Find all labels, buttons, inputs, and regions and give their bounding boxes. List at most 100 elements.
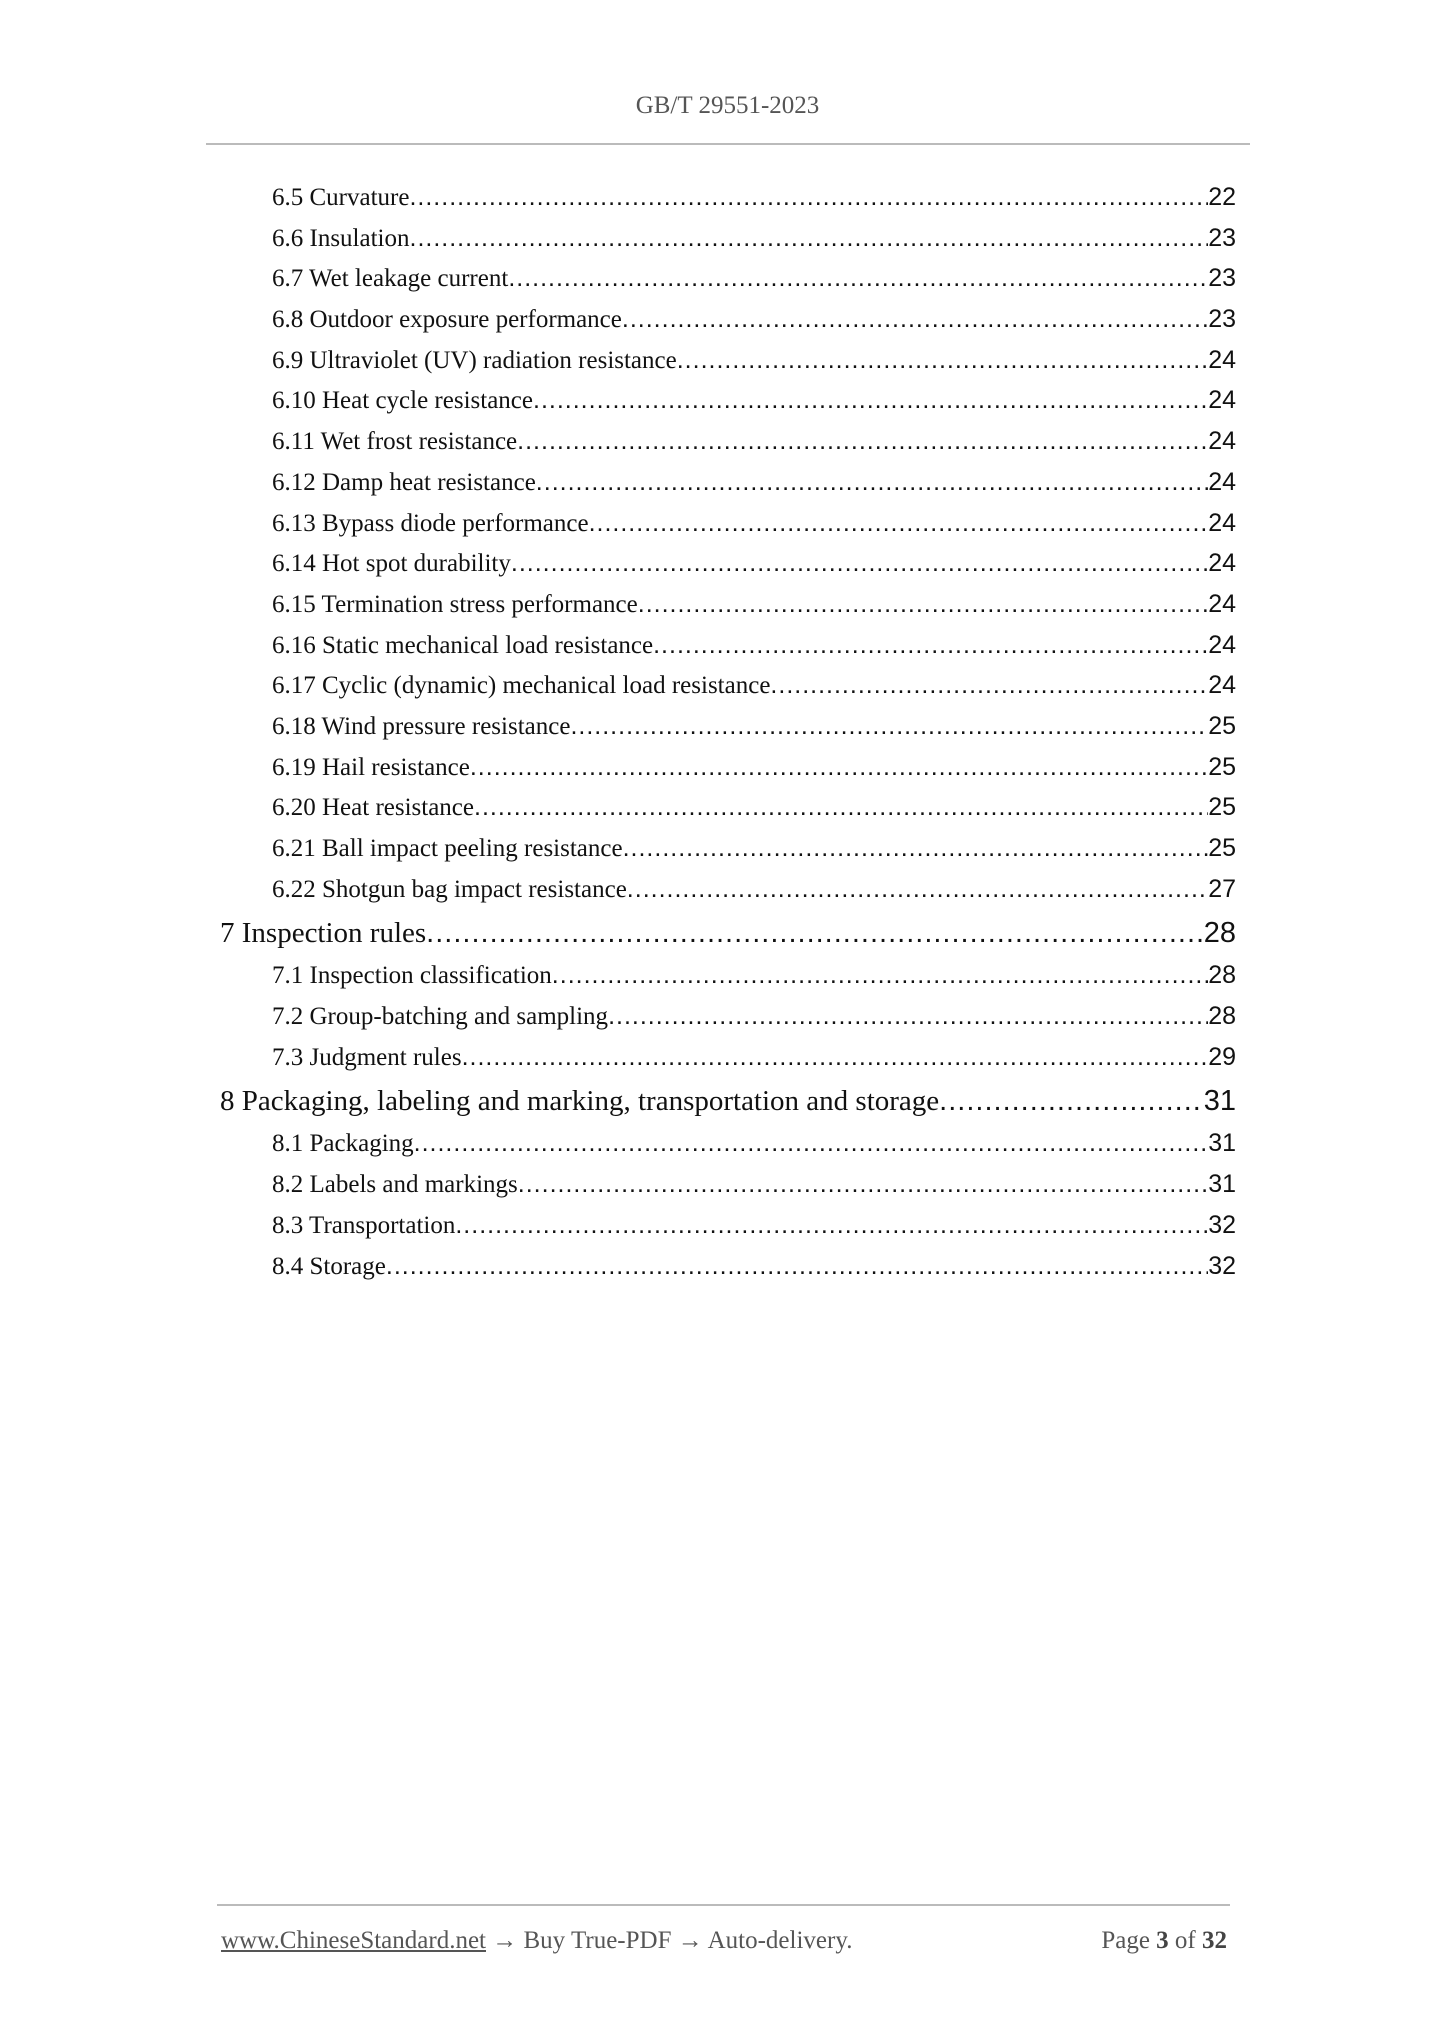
- toc-entry-page: 27: [1208, 874, 1236, 903]
- dot-leader: [462, 1037, 1209, 1078]
- dot-leader: [410, 218, 1209, 259]
- toc-entry[interactable]: 6.16 Static mechanical load resistance 2…: [220, 625, 1236, 666]
- toc-entry-title: 6.20 Heat resistance: [272, 794, 475, 822]
- toc-entry[interactable]: 6.17 Cyclic (dynamic) mechanical load re…: [220, 665, 1236, 706]
- toc-entry[interactable]: 8.3 Transportation 32: [220, 1205, 1236, 1246]
- toc-entry-page: 25: [1208, 752, 1236, 781]
- toc-entry-page: 24: [1208, 589, 1236, 618]
- toc-entry[interactable]: 6.19 Hail resistance 25: [220, 747, 1236, 788]
- toc-entry-title: 6.21 Ball impact peeling resistance: [272, 835, 623, 862]
- dot-leader: [589, 503, 1209, 544]
- footer-tagline: → Buy True-PDF → Auto-delivery.: [486, 1927, 853, 1954]
- dot-leader: [627, 869, 1208, 910]
- toc-entry[interactable]: 6.8 Outdoor exposure performance 23: [220, 299, 1236, 340]
- dot-leader: [677, 340, 1208, 381]
- toc-entry-page: 23: [1208, 223, 1236, 252]
- toc-entry-title: 7.3 Judgment rules: [272, 1043, 462, 1071]
- toc-entry[interactable]: 6.20 Heat resistance 25: [220, 787, 1236, 828]
- toc-entry-title: 6.9 Ultraviolet (UV) radiation resistanc…: [272, 346, 677, 374]
- toc-entry-page: 24: [1208, 671, 1236, 700]
- toc-entry-page: 31: [1203, 1085, 1236, 1118]
- toc-entry-title: 6.10 Heat cycle resistance: [272, 387, 533, 415]
- dot-leader: [623, 828, 1209, 869]
- toc-entry[interactable]: 7 Inspection rules 28: [220, 912, 1236, 955]
- toc-entry-page: 24: [1208, 427, 1236, 456]
- toc-entry[interactable]: 6.21 Ball impact peeling resistance 25: [220, 828, 1236, 869]
- toc-entry-page: 24: [1208, 386, 1236, 415]
- toc-entry[interactable]: 7.2 Group-batching and sampling 28: [220, 996, 1236, 1037]
- dot-leader: [426, 912, 1204, 955]
- toc-entry-title: 8.1 Packaging: [272, 1130, 414, 1158]
- toc-entry-page: 25: [1208, 834, 1236, 862]
- toc-entry-title: 6.15 Termination stress performance: [272, 590, 638, 618]
- toc-entry-title: 7.2 Group-batching and sampling: [272, 1003, 609, 1031]
- total-pages: 32: [1202, 1927, 1227, 1954]
- toc-entry[interactable]: 6.9 Ultraviolet (UV) radiation resistanc…: [220, 340, 1236, 381]
- toc-entry-title: 6.16 Static mechanical load resistance: [272, 631, 654, 659]
- dot-leader: [518, 1164, 1208, 1205]
- toc-entry-page: 24: [1208, 508, 1236, 537]
- toc-entry[interactable]: 6.15 Termination stress performance 24: [220, 584, 1236, 625]
- page-footer: www.ChineseStandard.net → Buy True-PDF →…: [221, 1927, 1227, 1955]
- dot-leader: [470, 747, 1208, 788]
- website-link[interactable]: www.ChineseStandard.net: [221, 1927, 486, 1954]
- toc-entry[interactable]: 8 Packaging, labeling and marking, trans…: [220, 1080, 1236, 1123]
- toc-entry[interactable]: 6.22 Shotgun bag impact resistance 27: [220, 869, 1236, 910]
- toc-entry-page: 22: [1208, 183, 1236, 211]
- toc-entry-page: 23: [1208, 305, 1236, 334]
- page-indicator: Page 3 of 32: [1101, 1927, 1227, 1955]
- dot-leader: [474, 787, 1208, 828]
- toc-entry-page: 24: [1208, 467, 1236, 496]
- toc-entry-title: 8.4 Storage: [272, 1252, 386, 1280]
- toc-entry[interactable]: 6.7 Wet leakage current 23: [220, 258, 1236, 299]
- toc-entry-page: 24: [1208, 549, 1236, 578]
- dot-leader: [536, 462, 1208, 503]
- toc-entry[interactable]: 7.3 Judgment rules 29: [220, 1037, 1236, 1078]
- toc-entry[interactable]: 6.11 Wet frost resistance 24: [220, 421, 1236, 462]
- toc-entry[interactable]: 6.6 Insulation 23: [220, 218, 1236, 259]
- toc-entry-title: 6.12 Damp heat resistance: [272, 468, 536, 496]
- toc-entry[interactable]: 6.14 Hot spot durability 24: [220, 543, 1236, 584]
- toc-entry[interactable]: 6.12 Damp heat resistance 24: [220, 462, 1236, 503]
- toc-entry[interactable]: 8.4 Storage 32: [220, 1246, 1236, 1287]
- toc-entry-title: 8.3 Transportation: [272, 1211, 456, 1239]
- toc-entry[interactable]: 7.1 Inspection classification 28: [220, 955, 1236, 996]
- current-page: 3: [1156, 1927, 1169, 1954]
- toc-entry-title: 6.14 Hot spot durability: [272, 550, 511, 578]
- toc-entry-page: 25: [1208, 793, 1236, 822]
- toc-entry[interactable]: 8.1 Packaging 31: [220, 1123, 1236, 1164]
- toc-entry-page: 32: [1208, 1210, 1236, 1239]
- toc-entry-title: 6.13 Bypass diode performance: [272, 509, 589, 537]
- toc-entry[interactable]: 8.2 Labels and markings 31: [220, 1164, 1236, 1205]
- toc-entry-page: 28: [1208, 1002, 1236, 1031]
- toc-entry[interactable]: 6.13 Bypass diode performance 24: [220, 503, 1236, 544]
- dot-leader: [533, 380, 1208, 421]
- dot-leader: [638, 584, 1208, 625]
- running-header: GB/T 29551-2023: [635, 92, 820, 119]
- dot-leader: [508, 258, 1208, 299]
- toc-entry-title: 6.8 Outdoor exposure performance: [272, 306, 622, 334]
- toc-entry[interactable]: 6.18 Wind pressure resistance 25: [220, 706, 1236, 747]
- dot-leader: [409, 177, 1208, 218]
- toc-entry-page: 31: [1208, 1170, 1236, 1199]
- dot-leader: [386, 1246, 1208, 1287]
- dot-leader: [414, 1123, 1209, 1164]
- toc-entry-title: 8 Packaging, labeling and marking, trans…: [220, 1085, 940, 1118]
- toc-entry-page: 23: [1208, 264, 1236, 293]
- toc-entry[interactable]: 6.10 Heat cycle resistance 24: [220, 380, 1236, 421]
- dot-leader: [608, 996, 1208, 1037]
- dot-leader: [570, 706, 1208, 747]
- toc-entry-page: 24: [1208, 630, 1236, 659]
- toc-entry[interactable]: 6.5 Curvature 22: [220, 177, 1236, 218]
- toc-entry-page: 32: [1208, 1251, 1236, 1280]
- dot-leader: [653, 625, 1208, 666]
- toc-entry-page: 28: [1208, 961, 1236, 990]
- dot-leader: [622, 299, 1208, 340]
- toc-entry-title: 6.6 Insulation: [272, 224, 410, 252]
- toc-entry-title: 7.1 Inspection classification: [272, 962, 552, 990]
- dot-leader: [455, 1205, 1208, 1246]
- toc-entry-title: 6.22 Shotgun bag impact resistance: [272, 875, 627, 903]
- dot-leader: [770, 665, 1208, 706]
- table-of-contents: 6.5 Curvature226.6 Insulation236.7 Wet l…: [220, 177, 1236, 1286]
- dot-leader: [939, 1080, 1204, 1123]
